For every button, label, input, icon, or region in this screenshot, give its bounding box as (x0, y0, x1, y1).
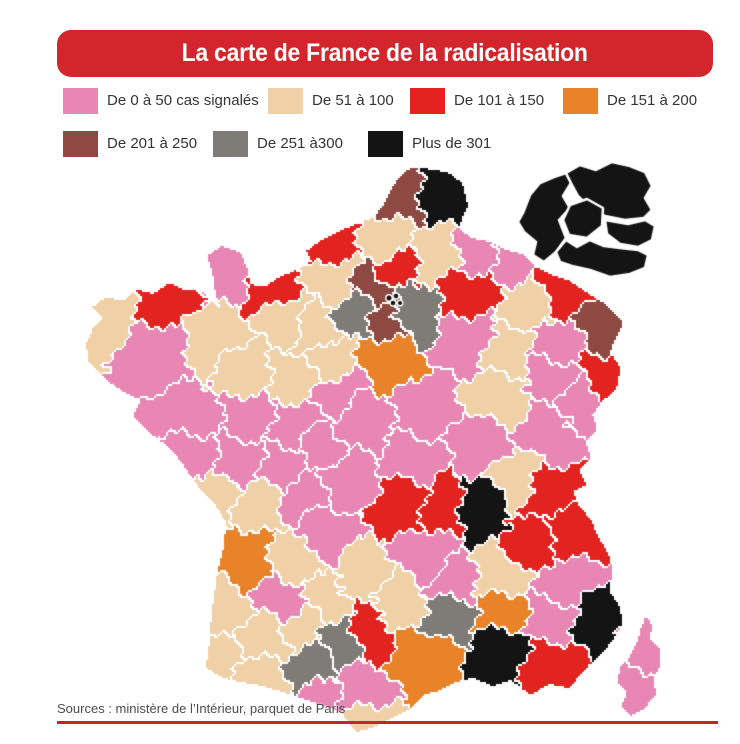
legend-item: De 51 à 100 (268, 87, 394, 114)
legend-label: De 201 à 250 (107, 135, 198, 152)
legend-label: De 0 à 50 cas signalés (107, 92, 259, 109)
legend-item: De 0 à 50 cas signalés (63, 87, 259, 114)
legend-label: De 151 à 200 (607, 92, 698, 109)
legend-item: Plus de 301 (368, 130, 491, 157)
source-credit: Sources : ministère de l’Intérieur, parq… (57, 701, 346, 716)
legend-label: De 251 à300 (257, 135, 343, 152)
source-divider-line (57, 721, 718, 724)
legend-swatch-orange (563, 87, 598, 114)
legend-swatch-gray (213, 130, 248, 157)
legend-swatch-brown (63, 130, 98, 157)
legend-swatch-red (410, 87, 445, 114)
title-banner: La carte de France de la radicalisation (57, 30, 713, 77)
legend-label: De 101 à 150 (454, 92, 545, 109)
legend-swatch-black (368, 130, 403, 157)
page-title: La carte de France de la radicalisation (182, 39, 588, 67)
legend-item: De 151 à 200 (563, 87, 697, 114)
legend-item: De 201 à 250 (63, 130, 197, 157)
legend-swatch-beige (268, 87, 303, 114)
legend-item: De 251 à300 (213, 130, 343, 157)
legend-label: De 51 à 100 (312, 92, 394, 109)
legend-swatch-pink (63, 87, 98, 114)
legend-label: Plus de 301 (412, 135, 492, 152)
legend-item: De 101 à 150 (410, 87, 544, 114)
